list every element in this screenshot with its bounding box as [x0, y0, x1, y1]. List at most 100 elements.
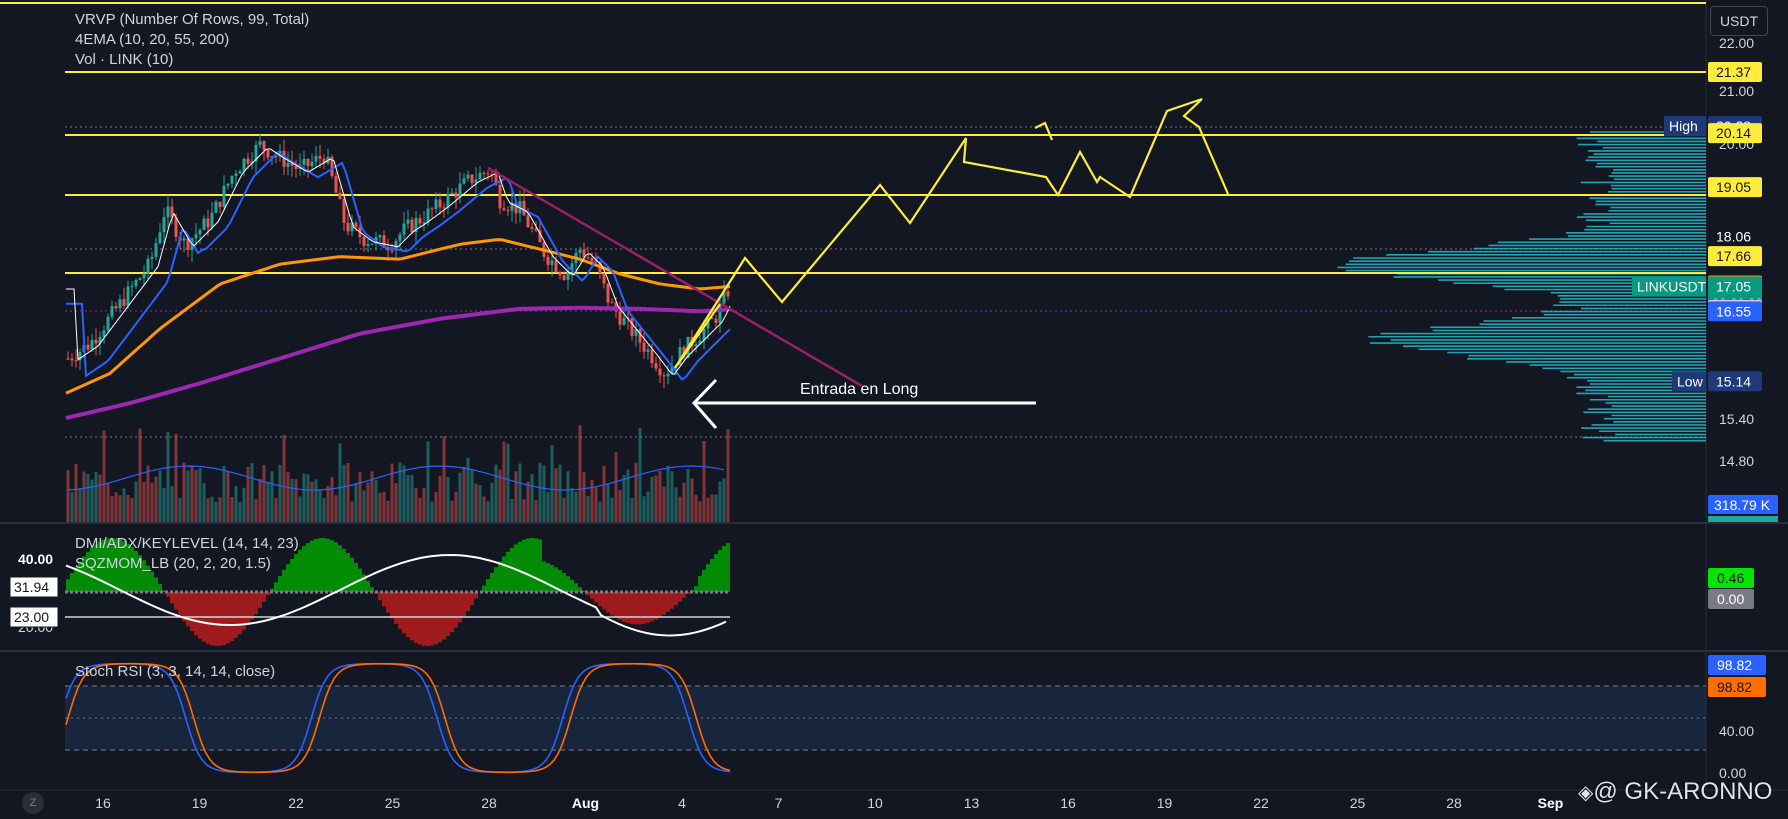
volume-bar: [318, 490, 322, 522]
volume-bar: [222, 465, 226, 522]
projection-path[interactable]: [674, 97, 1230, 369]
sqz-bar: [650, 592, 654, 622]
stoch-d-line[interactable]: [65, 662, 731, 774]
candle-body: [334, 176, 338, 193]
sqz-bar: [606, 592, 610, 613]
stoch-right-label: 98.82: [1717, 679, 1752, 695]
ema-20-line[interactable]: [66, 151, 731, 381]
sqz-bar: [726, 543, 730, 592]
volume-bar: [142, 481, 146, 522]
legend-ema[interactable]: 4EMA (10, 20, 55, 200): [75, 31, 230, 48]
candle-body: [202, 218, 206, 230]
volume-bar: [190, 465, 194, 522]
candle-body: [390, 250, 394, 252]
volume-bar: [718, 481, 722, 522]
adx-line[interactable]: [65, 553, 727, 637]
ema-10-line[interactable]: [66, 148, 731, 376]
candle-body: [550, 260, 554, 265]
sqz-bar: [278, 576, 282, 592]
stoch-right-label-bg: [1708, 655, 1766, 675]
legend-vrvp[interactable]: VRVP (Number Of Rows, 99, Total): [75, 11, 310, 28]
sqz-bar: [262, 592, 266, 602]
volume-bar: [330, 477, 334, 522]
watermark-text: @ GK-ARONNO: [1593, 778, 1773, 805]
candle-body: [490, 174, 494, 176]
candle-body: [338, 192, 342, 200]
sqz-bar: [334, 542, 338, 592]
projection-arrow-head[interactable]: [1034, 121, 1054, 141]
sqz-bar: [106, 538, 110, 592]
legend-dmi[interactable]: DMI/ADX/KEYLEVEL (14, 14, 23): [75, 535, 299, 552]
sqz-bar: [250, 592, 254, 620]
stoch-right-label-bg: [1708, 677, 1766, 697]
sqz-bar: [298, 549, 302, 592]
sqz-bar: [394, 592, 398, 624]
candle-body: [126, 286, 130, 306]
volume-bar: [122, 488, 126, 522]
projection-path[interactable]: [674, 303, 721, 369]
ema-55-line[interactable]: [65, 238, 731, 395]
candle-body: [570, 263, 574, 271]
volume-bar: [202, 483, 206, 522]
candle-body: [318, 155, 322, 159]
sqz-bar: [294, 554, 298, 592]
sqz-bar: [362, 574, 366, 592]
candle-body: [670, 365, 674, 374]
volume-bar: [422, 487, 426, 522]
dmi-legend[interactable]: DMI/ADX/KEYLEVEL (14, 14, 23) SQZMOM_LB …: [75, 534, 299, 574]
candle-body: [646, 349, 650, 352]
volume-bar: [450, 500, 454, 522]
price-label: 15.14: [1716, 373, 1751, 389]
candlestick-series[interactable]: [66, 133, 730, 389]
candle-body: [274, 156, 278, 158]
volume-bar: [70, 492, 74, 522]
candle-body: [302, 158, 306, 165]
sqz-bar: [554, 567, 558, 592]
volume-bar: [546, 491, 550, 522]
sqz-bar: [222, 592, 226, 645]
entry-arrow-head[interactable]: [691, 378, 718, 429]
legend-sqzmom[interactable]: SQZMOM_LB (20, 2, 20, 1.5): [75, 555, 271, 572]
time-axis[interactable]: 16 19 22 25 28 Aug 4 7 10 13 16 19 22 25 28 Sep: [95, 795, 1563, 811]
volume-bar: [486, 501, 490, 522]
volume-bar: [582, 472, 586, 522]
volume-bar: [258, 478, 262, 522]
sqz-bar: [346, 552, 350, 592]
time-tick: Aug: [572, 795, 599, 811]
sqz-bar: [622, 592, 626, 622]
volume-bar: [234, 486, 238, 522]
price-label-bg: [1708, 177, 1762, 198]
candle-body: [554, 260, 558, 273]
price-label: 19.05: [1716, 179, 1751, 195]
volume-bar: [514, 471, 518, 522]
volume-bar: [598, 501, 602, 522]
sqz-bar: [638, 592, 642, 625]
main-legend[interactable]: VRVP (Number Of Rows, 99, Total) 4EMA (1…: [75, 10, 309, 70]
candle-body: [346, 222, 350, 232]
volume-bar: [526, 481, 530, 522]
legend-volume[interactable]: Vol · LINK (10): [75, 51, 174, 68]
volume-bar: [182, 462, 186, 522]
legend-stoch-rsi[interactable]: Stoch RSI (3, 3, 14, 14, close): [75, 663, 276, 680]
candle-body: [378, 235, 382, 238]
volume-bar: [470, 469, 474, 522]
volume-bar: [610, 497, 614, 522]
descending-trendline[interactable]: [487, 166, 863, 388]
stoch-legend[interactable]: Stoch RSI (3, 3, 14, 14, close): [75, 662, 275, 682]
volume-bar: [590, 480, 594, 522]
volume-bar: [378, 492, 382, 522]
z-button[interactable]: Z: [22, 792, 44, 814]
sqz-bar: [186, 592, 190, 627]
volume-bar: [662, 486, 666, 522]
candle-body: [234, 173, 238, 176]
candle-body: [538, 230, 542, 243]
volume-bar: [618, 490, 622, 522]
sqz-bar: [518, 541, 522, 592]
sqz-bar: [154, 577, 158, 592]
candle-body: [650, 349, 654, 364]
sqz-bar: [342, 548, 346, 592]
currency-button[interactable]: USDT: [1710, 6, 1768, 36]
candle-body: [294, 165, 298, 169]
entry-annotation-label[interactable]: Entrada en Long: [800, 381, 918, 398]
